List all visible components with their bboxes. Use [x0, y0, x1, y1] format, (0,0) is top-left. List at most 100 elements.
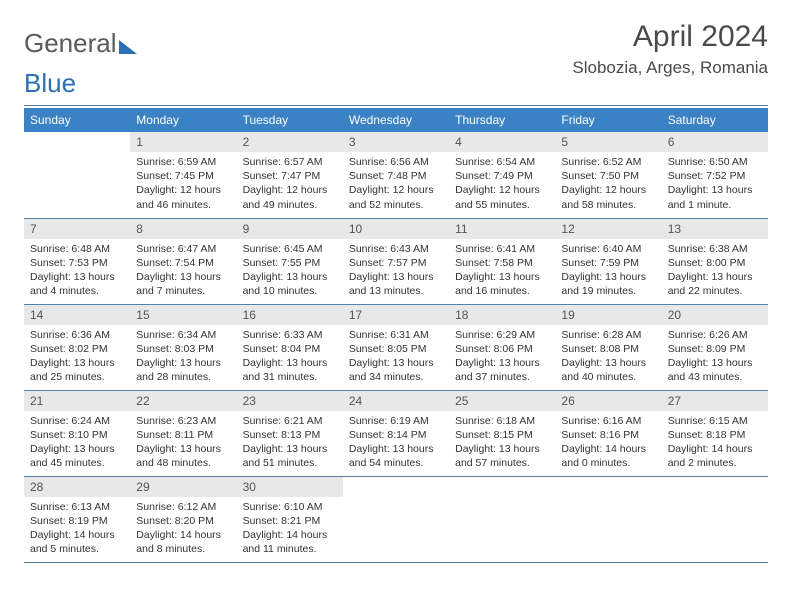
sunrise-text: Sunrise: 6:29 AM	[455, 328, 549, 342]
day-info: Sunrise: 6:45 AMSunset: 7:55 PMDaylight:…	[237, 239, 343, 303]
sunset-text: Sunset: 8:10 PM	[30, 428, 124, 442]
daylight-text-1: Daylight: 13 hours	[668, 183, 762, 197]
day-number: 11	[449, 219, 555, 239]
sunrise-text: Sunrise: 6:33 AM	[243, 328, 337, 342]
sunrise-text: Sunrise: 6:50 AM	[668, 155, 762, 169]
calendar-day-cell: 24Sunrise: 6:19 AMSunset: 8:14 PMDayligh…	[343, 390, 449, 476]
daylight-text-1: Daylight: 13 hours	[349, 270, 443, 284]
sunset-text: Sunset: 7:52 PM	[668, 169, 762, 183]
sunset-text: Sunset: 7:50 PM	[561, 169, 655, 183]
calendar-day-cell: 25Sunrise: 6:18 AMSunset: 8:15 PMDayligh…	[449, 390, 555, 476]
calendar-week-row: 14Sunrise: 6:36 AMSunset: 8:02 PMDayligh…	[24, 304, 768, 390]
sunset-text: Sunset: 7:54 PM	[136, 256, 230, 270]
day-number: 29	[130, 477, 236, 497]
weekday-header: Monday	[130, 108, 236, 132]
calendar-table: Sunday Monday Tuesday Wednesday Thursday…	[24, 108, 768, 563]
sunrise-text: Sunrise: 6:36 AM	[30, 328, 124, 342]
sunrise-text: Sunrise: 6:48 AM	[30, 242, 124, 256]
sunrise-text: Sunrise: 6:56 AM	[349, 155, 443, 169]
calendar-day-cell: 6Sunrise: 6:50 AMSunset: 7:52 PMDaylight…	[662, 132, 768, 218]
calendar-day-cell: 19Sunrise: 6:28 AMSunset: 8:08 PMDayligh…	[555, 304, 661, 390]
sunset-text: Sunset: 8:15 PM	[455, 428, 549, 442]
day-info: Sunrise: 6:41 AMSunset: 7:58 PMDaylight:…	[449, 239, 555, 303]
sunrise-text: Sunrise: 6:12 AM	[136, 500, 230, 514]
day-number: 7	[24, 219, 130, 239]
daylight-text-2: and 19 minutes.	[561, 284, 655, 298]
calendar-week-row: 1Sunrise: 6:59 AMSunset: 7:45 PMDaylight…	[24, 132, 768, 218]
month-title: April 2024	[572, 20, 768, 54]
day-info: Sunrise: 6:43 AMSunset: 7:57 PMDaylight:…	[343, 239, 449, 303]
day-info: Sunrise: 6:21 AMSunset: 8:13 PMDaylight:…	[237, 411, 343, 475]
day-number: 25	[449, 391, 555, 411]
daylight-text-1: Daylight: 13 hours	[455, 356, 549, 370]
daylight-text-1: Daylight: 14 hours	[136, 528, 230, 542]
daylight-text-2: and 31 minutes.	[243, 370, 337, 384]
daylight-text-1: Daylight: 14 hours	[30, 528, 124, 542]
daylight-text-1: Daylight: 12 hours	[561, 183, 655, 197]
daylight-text-2: and 4 minutes.	[30, 284, 124, 298]
day-number: 30	[237, 477, 343, 497]
calendar-day-cell: 21Sunrise: 6:24 AMSunset: 8:10 PMDayligh…	[24, 390, 130, 476]
calendar-day-cell	[555, 476, 661, 562]
day-number: 9	[237, 219, 343, 239]
day-number: 2	[237, 132, 343, 152]
daylight-text-1: Daylight: 13 hours	[30, 442, 124, 456]
daylight-text-2: and 43 minutes.	[668, 370, 762, 384]
daylight-text-2: and 16 minutes.	[455, 284, 549, 298]
day-number: 21	[24, 391, 130, 411]
sunrise-text: Sunrise: 6:34 AM	[136, 328, 230, 342]
sunset-text: Sunset: 8:08 PM	[561, 342, 655, 356]
sunrise-text: Sunrise: 6:13 AM	[30, 500, 124, 514]
calendar-day-cell: 29 Sunrise: 6:12 AMSunset: 8:20 PMDayligh…	[130, 476, 236, 562]
sunrise-text: Sunrise: 6:24 AM	[30, 414, 124, 428]
daylight-text-2: and 25 minutes.	[30, 370, 124, 384]
sunset-text: Sunset: 7:47 PM	[243, 169, 337, 183]
sunrise-text: Sunrise: 6:10 AM	[243, 500, 337, 514]
daylight-text-1: Daylight: 13 hours	[349, 356, 443, 370]
sunrise-text: Sunrise: 6:45 AM	[243, 242, 337, 256]
day-number: 28	[24, 477, 130, 497]
day-number: 3	[343, 132, 449, 152]
brand-logo: General	[24, 20, 137, 59]
day-info: Sunrise: 6:29 AMSunset: 8:06 PMDaylight:…	[449, 325, 555, 389]
sunrise-text: Sunrise: 6:47 AM	[136, 242, 230, 256]
brand-part2: Blue	[24, 68, 76, 99]
day-number: 15	[130, 305, 236, 325]
daylight-text-1: Daylight: 13 hours	[349, 442, 443, 456]
day-info: Sunrise: 6:28 AMSunset: 8:08 PMDaylight:…	[555, 325, 661, 389]
calendar-day-cell: 7Sunrise: 6:48 AMSunset: 7:53 PMDaylight…	[24, 218, 130, 304]
day-info: Sunrise: 6:59 AMSunset: 7:45 PMDaylight:…	[130, 152, 236, 216]
daylight-text-2: and 2 minutes.	[668, 456, 762, 470]
daylight-text-2: and 49 minutes.	[243, 198, 337, 212]
calendar-day-cell: 5Sunrise: 6:52 AMSunset: 7:50 PMDaylight…	[555, 132, 661, 218]
sunrise-text: Sunrise: 6:43 AM	[349, 242, 443, 256]
daylight-text-2: and 48 minutes.	[136, 456, 230, 470]
calendar-day-cell: 11Sunrise: 6:41 AMSunset: 7:58 PMDayligh…	[449, 218, 555, 304]
day-info: Sunrise: 6:15 AMSunset: 8:18 PMDaylight:…	[662, 411, 768, 475]
day-number: 12	[555, 219, 661, 239]
daylight-text-1: Daylight: 14 hours	[243, 528, 337, 542]
sunrise-text: Sunrise: 6:21 AM	[243, 414, 337, 428]
day-info: Sunrise: 6:40 AMSunset: 7:59 PMDaylight:…	[555, 239, 661, 303]
day-info: Sunrise: 6:13 AMSunset: 8:19 PMDaylight:…	[24, 497, 130, 561]
sunrise-text: Sunrise: 6:15 AM	[668, 414, 762, 428]
weekday-header: Tuesday	[237, 108, 343, 132]
calendar-day-cell: 23Sunrise: 6:21 AMSunset: 8:13 PMDayligh…	[237, 390, 343, 476]
daylight-text-2: and 37 minutes.	[455, 370, 549, 384]
daylight-text-2: and 46 minutes.	[136, 198, 230, 212]
weekday-header: Thursday	[449, 108, 555, 132]
day-number: 1	[130, 132, 236, 152]
sunset-text: Sunset: 8:06 PM	[455, 342, 549, 356]
sunset-text: Sunset: 7:53 PM	[30, 256, 124, 270]
sunrise-text: Sunrise: 6:41 AM	[455, 242, 549, 256]
day-info: Sunrise: 6:47 AMSunset: 7:54 PMDaylight:…	[130, 239, 236, 303]
day-number: 18	[449, 305, 555, 325]
daylight-text-2: and 0 minutes.	[561, 456, 655, 470]
sunrise-text: Sunrise: 6:23 AM	[136, 414, 230, 428]
sunrise-text: Sunrise: 6:19 AM	[349, 414, 443, 428]
sunset-text: Sunset: 8:13 PM	[243, 428, 337, 442]
day-info: Sunrise: 6:24 AMSunset: 8:10 PMDaylight:…	[24, 411, 130, 475]
sunset-text: Sunset: 8:20 PM	[136, 514, 230, 528]
sunrise-text: Sunrise: 6:52 AM	[561, 155, 655, 169]
calendar-day-cell: 3Sunrise: 6:56 AMSunset: 7:48 PMDaylight…	[343, 132, 449, 218]
